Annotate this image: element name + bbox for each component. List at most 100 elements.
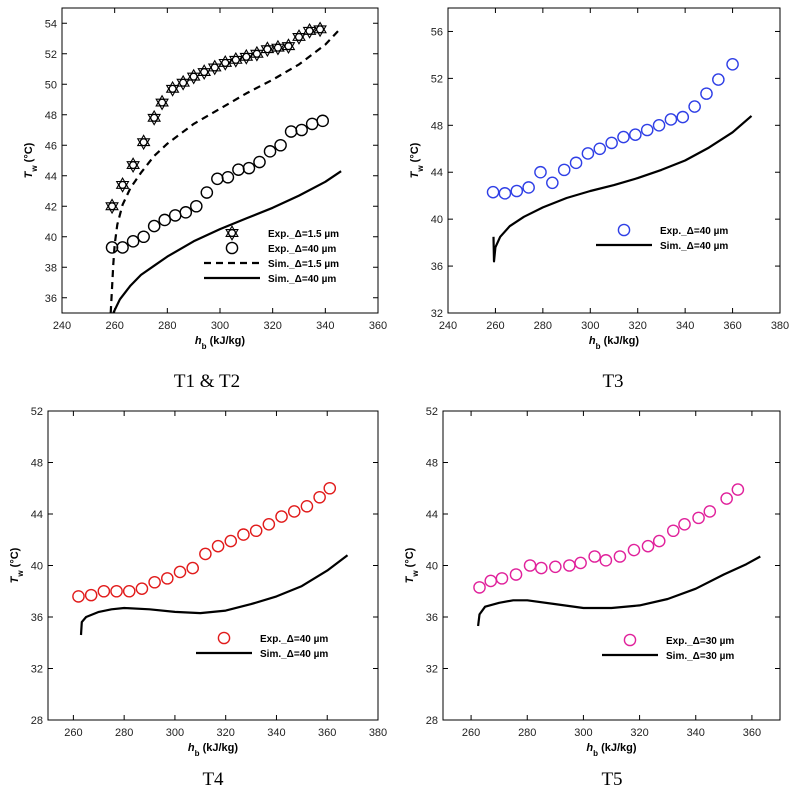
data-point xyxy=(224,534,238,548)
legend-entry-label: Sim._Δ=1.5 µm xyxy=(268,259,339,270)
data-point xyxy=(302,22,317,39)
legend-marker-swatch xyxy=(225,225,239,241)
data-point xyxy=(316,114,330,128)
data-point xyxy=(666,524,680,538)
y-tick-label: 48 xyxy=(45,110,57,122)
data-point xyxy=(313,21,327,38)
x-tick-label: 240 xyxy=(53,320,71,332)
y-tick-label: 32 xyxy=(431,308,443,320)
data-point xyxy=(712,73,725,86)
legend: Exp._Δ=30 µm Sim._Δ=30 µm xyxy=(602,633,734,662)
data-point xyxy=(126,235,140,248)
x-tick-label: 340 xyxy=(316,320,334,332)
y-tick-label: 38 xyxy=(45,262,57,274)
data-point xyxy=(116,241,129,254)
data-point xyxy=(135,582,149,595)
x-tick-label: 300 xyxy=(166,727,184,739)
data-point xyxy=(703,505,717,518)
data-point xyxy=(522,181,535,194)
data-point xyxy=(237,528,250,541)
data-point xyxy=(207,59,222,76)
legend-marker-swatch xyxy=(623,633,637,647)
data-point xyxy=(147,109,162,126)
data-point xyxy=(186,561,199,575)
data-point xyxy=(305,117,319,131)
y-tick-label: 32 xyxy=(426,664,438,676)
data-point xyxy=(617,130,630,144)
data-point xyxy=(731,483,745,496)
data-point xyxy=(242,161,256,175)
y-tick-label: 44 xyxy=(31,509,43,521)
panel-caption: T1 & T2 xyxy=(174,371,240,392)
data-point xyxy=(200,186,214,199)
data-point xyxy=(105,241,119,254)
data-point xyxy=(720,492,733,505)
y-tick-label: 40 xyxy=(45,232,57,244)
data-point xyxy=(292,29,306,45)
data-point xyxy=(110,584,123,598)
data-point xyxy=(105,198,119,215)
y-tick-label: 52 xyxy=(45,49,57,61)
plot-frame xyxy=(47,410,379,721)
data-point xyxy=(726,58,739,71)
x-tick-label: 260 xyxy=(64,727,82,739)
data-point xyxy=(262,518,276,531)
y-tick-label: 54 xyxy=(45,18,57,30)
y-axis-label: Tw (°C) xyxy=(23,142,39,178)
legend-entry-label: Exp._Δ=1.5 µm xyxy=(268,229,339,240)
x-tick-label: 360 xyxy=(723,320,741,332)
data-point xyxy=(549,560,562,574)
panel-caption: T4 xyxy=(202,769,224,790)
y-tick-label: 44 xyxy=(431,167,443,179)
x-axis-label: hb (kJ/kg) xyxy=(195,335,245,351)
data-point xyxy=(218,54,233,71)
data-point xyxy=(189,199,203,213)
data-point xyxy=(613,550,627,563)
y-tick-label: 42 xyxy=(45,201,57,213)
data-point xyxy=(509,568,523,581)
data-point xyxy=(232,163,245,176)
x-tick-label: 320 xyxy=(217,727,235,739)
series-line-2 xyxy=(477,555,761,627)
y-tick-label: 32 xyxy=(31,664,43,676)
x-tick-label: 340 xyxy=(267,727,285,739)
data-point xyxy=(186,68,201,85)
data-point xyxy=(249,524,263,538)
data-point xyxy=(168,209,182,222)
data-point xyxy=(498,187,512,200)
data-point xyxy=(176,74,190,91)
y-axis-label: Tw (°C) xyxy=(9,547,25,583)
data-point xyxy=(486,185,500,199)
data-point xyxy=(274,138,287,152)
x-tick-label: 280 xyxy=(158,320,176,332)
y-axis-label: Tw (°C) xyxy=(404,547,420,583)
data-point xyxy=(158,213,171,227)
legend-entry-label: Exp._Δ=40 µm xyxy=(660,226,728,237)
series-line-2 xyxy=(79,554,349,636)
y-tick-label: 28 xyxy=(31,715,43,727)
legend-entry-label: Sim._Δ=40 µm xyxy=(268,274,336,285)
data-point xyxy=(137,230,150,244)
data-point xyxy=(484,574,498,588)
y-tick-label: 52 xyxy=(431,73,443,85)
x-axis-label: hb (kJ/kg) xyxy=(589,335,639,351)
data-point xyxy=(313,490,326,504)
x-tick-label: 260 xyxy=(105,320,123,332)
data-point xyxy=(534,561,548,575)
data-point xyxy=(676,110,690,124)
y-tick-label: 36 xyxy=(431,261,443,273)
x-tick-label: 320 xyxy=(630,727,648,739)
data-point xyxy=(147,219,161,233)
legend: Exp._Δ=40 µm Sim._Δ=40 µm xyxy=(596,223,728,252)
data-point xyxy=(546,176,559,190)
data-point xyxy=(510,184,524,198)
x-tick-label: 320 xyxy=(263,320,281,332)
series-line-3 xyxy=(109,27,342,313)
data-point xyxy=(534,165,547,179)
series-line-2 xyxy=(492,115,753,263)
data-point xyxy=(122,584,136,598)
data-point xyxy=(211,172,224,186)
data-point xyxy=(569,156,583,170)
data-point xyxy=(275,510,288,523)
legend-marker-swatch xyxy=(225,241,239,255)
